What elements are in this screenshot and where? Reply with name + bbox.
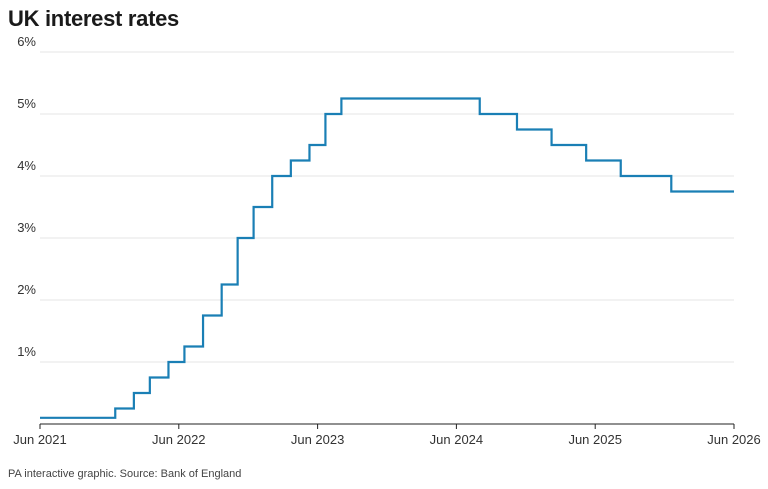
y-tick-label: 1% xyxy=(17,344,36,359)
x-tick-label: Jun 2024 xyxy=(430,432,484,447)
y-tick-label: 2% xyxy=(17,282,36,297)
y-axis-tick-labels: 1% 2% 3% 4% 5% 6% xyxy=(17,34,36,359)
y-tick-label: 5% xyxy=(17,96,36,111)
chart-title: UK interest rates xyxy=(8,6,179,31)
x-axis-tick-labels: Jun 2021 Jun 2022 Jun 2023 Jun 2024 Jun 2025… xyxy=(13,424,761,447)
y-tick-label: 3% xyxy=(17,220,36,235)
y-tick-label: 4% xyxy=(17,158,36,173)
x-tick-label: Jun 2022 xyxy=(152,432,206,447)
source-note: PA interactive graphic. Source: Bank of … xyxy=(8,468,242,480)
y-tick-label: 6% xyxy=(17,34,36,49)
interest-rate-step-line xyxy=(40,97,734,419)
gridlines xyxy=(40,51,734,363)
x-tick-label: Jun 2026 xyxy=(707,432,761,447)
x-tick-label: Jun 2021 xyxy=(13,432,67,447)
x-tick-label: Jun 2025 xyxy=(568,432,622,447)
x-tick-label: Jun 2023 xyxy=(291,432,345,447)
